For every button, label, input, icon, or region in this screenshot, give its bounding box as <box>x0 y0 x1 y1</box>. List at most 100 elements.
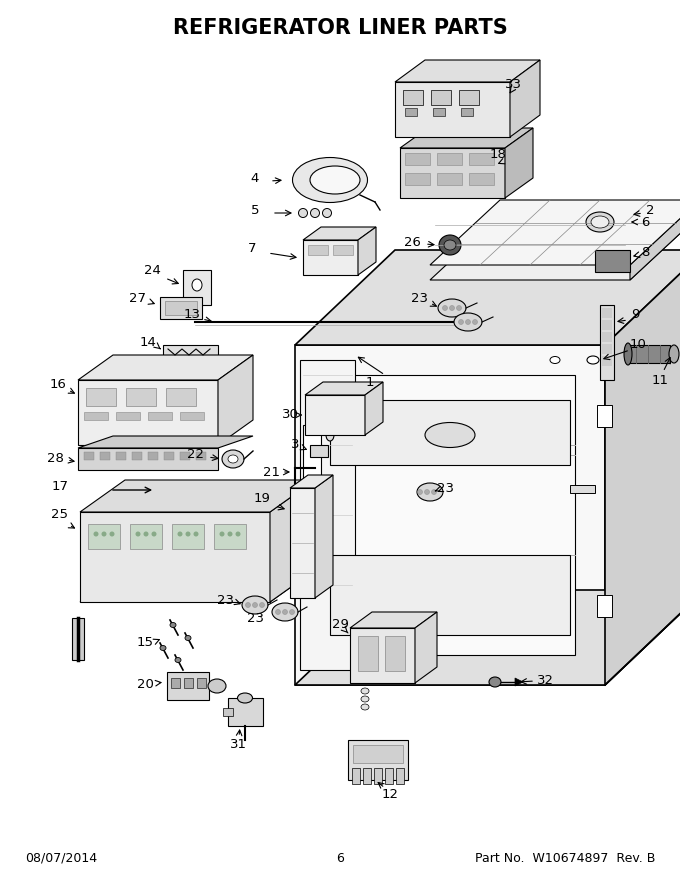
Polygon shape <box>350 612 437 628</box>
Bar <box>310 445 328 457</box>
Bar <box>570 485 595 493</box>
Ellipse shape <box>489 677 501 687</box>
Ellipse shape <box>456 305 462 311</box>
Bar <box>180 412 204 420</box>
Bar <box>165 301 197 315</box>
Ellipse shape <box>252 603 258 607</box>
Ellipse shape <box>418 489 422 495</box>
Text: 16: 16 <box>50 378 67 392</box>
Text: 32: 32 <box>537 673 554 686</box>
Bar <box>183 270 211 305</box>
Bar <box>602 344 612 354</box>
Bar <box>469 173 494 185</box>
Ellipse shape <box>587 356 599 364</box>
Bar <box>597 405 612 427</box>
Bar <box>459 90 479 105</box>
Text: REFRIGERATOR LINER PARTS: REFRIGERATOR LINER PARTS <box>173 18 507 38</box>
Ellipse shape <box>228 532 233 537</box>
Bar <box>88 524 120 549</box>
Polygon shape <box>430 215 680 280</box>
Polygon shape <box>270 480 315 602</box>
Bar <box>348 740 408 780</box>
Text: 18: 18 <box>490 149 507 162</box>
Bar <box>223 708 233 716</box>
Ellipse shape <box>152 532 156 537</box>
Polygon shape <box>80 512 270 602</box>
Text: 12: 12 <box>381 788 398 802</box>
Text: 23: 23 <box>437 481 454 495</box>
Ellipse shape <box>260 603 265 607</box>
Ellipse shape <box>550 356 560 363</box>
Ellipse shape <box>186 532 190 537</box>
Bar <box>214 524 246 549</box>
Bar <box>363 768 371 784</box>
Polygon shape <box>78 436 253 448</box>
Bar <box>100 452 110 460</box>
Polygon shape <box>365 382 383 435</box>
Ellipse shape <box>473 319 477 325</box>
Text: 14: 14 <box>139 335 156 348</box>
Text: 5: 5 <box>251 203 259 216</box>
Text: 25: 25 <box>52 509 69 522</box>
Polygon shape <box>295 590 680 685</box>
Bar <box>385 636 405 671</box>
Bar <box>602 320 612 330</box>
Bar <box>132 452 142 460</box>
Polygon shape <box>605 250 680 685</box>
Text: 6: 6 <box>336 852 344 864</box>
Text: 8: 8 <box>641 246 649 259</box>
Bar <box>197 678 206 688</box>
Text: 22: 22 <box>186 448 203 460</box>
Text: 26: 26 <box>403 236 420 248</box>
Bar <box>72 618 84 660</box>
Ellipse shape <box>222 450 244 468</box>
Ellipse shape <box>417 483 443 501</box>
Ellipse shape <box>466 319 471 325</box>
Bar <box>602 308 612 318</box>
Ellipse shape <box>282 610 288 614</box>
Ellipse shape <box>237 693 252 703</box>
Ellipse shape <box>242 596 268 614</box>
Bar <box>166 388 196 406</box>
Text: 29: 29 <box>332 619 348 632</box>
Ellipse shape <box>424 489 430 495</box>
Bar <box>303 240 358 275</box>
Ellipse shape <box>361 696 369 702</box>
Bar <box>469 153 494 165</box>
Bar <box>405 173 430 185</box>
Polygon shape <box>395 60 540 82</box>
Bar <box>396 768 404 784</box>
Bar <box>86 388 116 406</box>
Ellipse shape <box>228 455 238 463</box>
Bar <box>597 595 612 617</box>
Text: 6: 6 <box>641 216 649 229</box>
Text: 1: 1 <box>366 376 374 388</box>
Ellipse shape <box>669 345 679 363</box>
Ellipse shape <box>624 343 632 365</box>
Bar <box>352 768 360 784</box>
Polygon shape <box>505 128 533 198</box>
Text: 23: 23 <box>216 593 233 606</box>
Ellipse shape <box>454 313 482 331</box>
Bar <box>160 297 202 319</box>
Polygon shape <box>295 250 680 345</box>
Ellipse shape <box>290 610 294 614</box>
Ellipse shape <box>235 532 241 537</box>
Ellipse shape <box>310 166 360 194</box>
Ellipse shape <box>272 603 298 621</box>
Polygon shape <box>315 475 333 598</box>
Ellipse shape <box>109 532 114 537</box>
Bar <box>350 628 415 683</box>
Bar <box>130 524 162 549</box>
Ellipse shape <box>438 299 466 317</box>
Bar <box>403 90 423 105</box>
Ellipse shape <box>94 532 99 537</box>
Text: 9: 9 <box>631 309 639 321</box>
Bar <box>78 380 218 445</box>
Bar <box>84 412 108 420</box>
Bar <box>325 375 575 655</box>
Ellipse shape <box>432 489 437 495</box>
Ellipse shape <box>275 610 280 614</box>
Polygon shape <box>290 475 333 488</box>
Ellipse shape <box>220 532 224 537</box>
